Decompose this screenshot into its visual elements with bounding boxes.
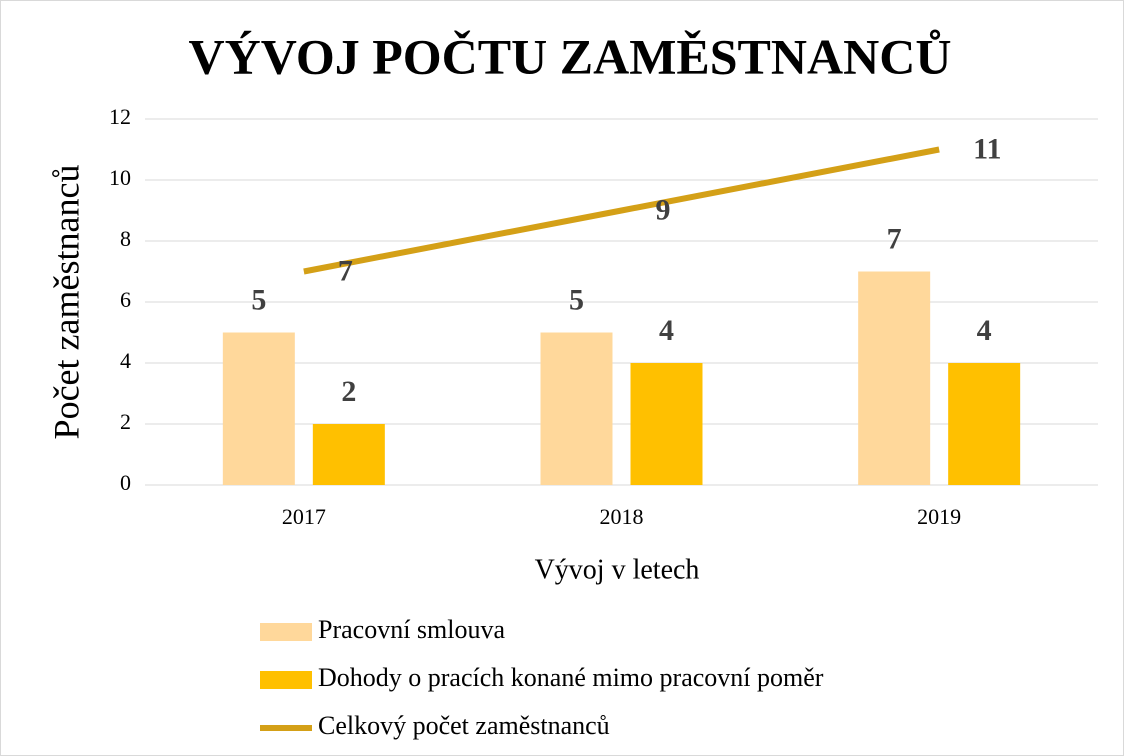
legend-label: Pracovní smlouva [318,615,505,644]
x-tick-label: 2018 [600,504,644,529]
y-tick-label: 2 [120,409,131,434]
data-label: 4 [977,314,992,347]
y-tick-label: 8 [120,226,131,251]
y-tick-label: 6 [120,287,131,312]
bar [222,332,295,485]
data-label: 7 [887,222,902,255]
bar [858,271,931,485]
bar [540,332,613,485]
y-tick-label: 0 [120,470,131,495]
data-label: 5 [569,283,584,316]
data-label: 11 [973,132,1001,165]
chart-title: VÝVOJ POČTU ZAMĚSTNANCŮ [189,27,952,84]
legend-label: Dohody o pracích konané mimo pracovní po… [318,663,824,692]
data-label: 7 [338,254,353,287]
data-label: 5 [251,283,266,316]
x-tick-label: 2019 [917,504,961,529]
y-axis-label: Počet zaměstnanců [46,165,86,440]
data-label: 2 [341,375,356,408]
bar [312,424,385,485]
data-label: 4 [659,314,674,347]
data-label: 9 [656,193,671,226]
x-tick-label: 2017 [282,504,326,529]
legend-swatch [260,623,312,641]
bar [948,363,1021,485]
legend-swatch [260,671,312,689]
line [303,146,940,275]
y-tick-label: 10 [109,165,131,190]
y-tick-label: 4 [120,348,131,373]
legend-label: Celkový počet zaměstnanců [318,711,610,740]
y-tick-label: 12 [109,104,131,129]
bar [630,363,703,485]
x-axis-label: Vývoj v letech [535,554,700,585]
